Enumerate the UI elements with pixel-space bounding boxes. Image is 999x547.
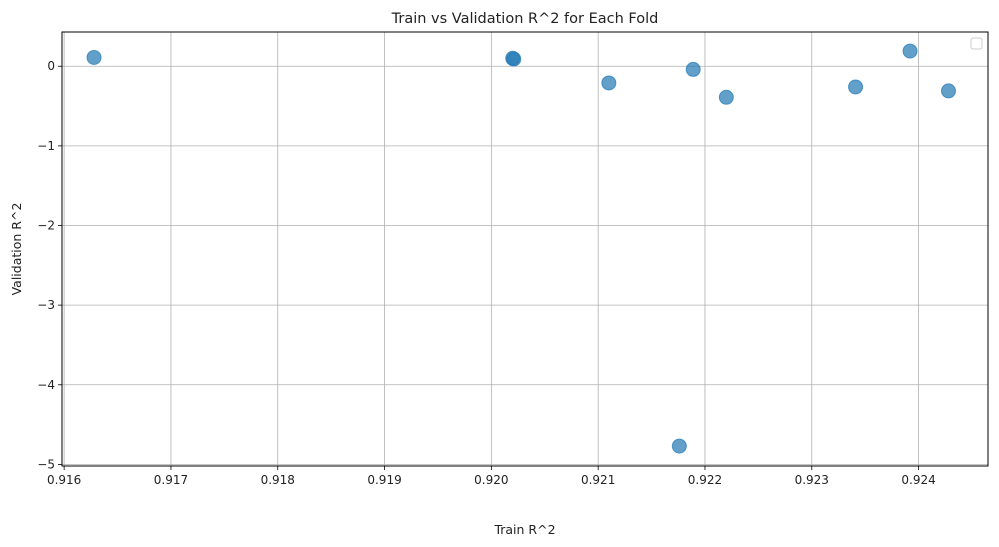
data-points <box>86 43 956 454</box>
scatter-point <box>902 43 918 59</box>
scatter-point <box>940 83 956 99</box>
legend-box <box>970 37 983 50</box>
grid-lines <box>62 32 988 466</box>
x-tick-label: 0.919 <box>367 473 401 487</box>
y-tick-label: −3 <box>37 298 55 312</box>
x-axis-ticks: 0.916 0.917 0.918 0.919 0.920 0.921 0.922 0.923… <box>47 466 936 487</box>
y-tick-label: 0 <box>47 59 55 73</box>
y-axis-label: Validation R^2 <box>9 203 24 296</box>
x-tick-label: 0.920 <box>474 473 508 487</box>
x-axis-label: Train R^2 <box>493 522 555 537</box>
y-axis-ticks: 0 −1 −2 −3 −4 −5 <box>37 59 62 471</box>
scatter-point <box>718 89 734 105</box>
scatter-point <box>848 79 864 95</box>
y-tick-label: −5 <box>37 457 55 471</box>
scatter-point <box>506 51 522 67</box>
plot-area-frame <box>61 31 989 467</box>
x-tick-label: 0.922 <box>688 473 722 487</box>
x-tick-label: 0.917 <box>154 473 188 487</box>
chart-title: Train vs Validation R^2 for Each Fold <box>391 11 659 27</box>
scatter-point <box>671 438 687 454</box>
scatter-point <box>601 75 617 91</box>
x-tick-label: 0.924 <box>901 473 935 487</box>
scatter-point <box>685 61 701 77</box>
x-tick-label: 0.921 <box>581 473 615 487</box>
y-tick-label: −1 <box>37 139 55 153</box>
y-tick-label: −4 <box>37 378 55 392</box>
x-tick-label: 0.918 <box>261 473 295 487</box>
y-tick-label: −2 <box>37 219 55 233</box>
scatter-point <box>86 49 102 65</box>
x-tick-label: 0.916 <box>47 473 81 487</box>
x-tick-label: 0.923 <box>795 473 829 487</box>
